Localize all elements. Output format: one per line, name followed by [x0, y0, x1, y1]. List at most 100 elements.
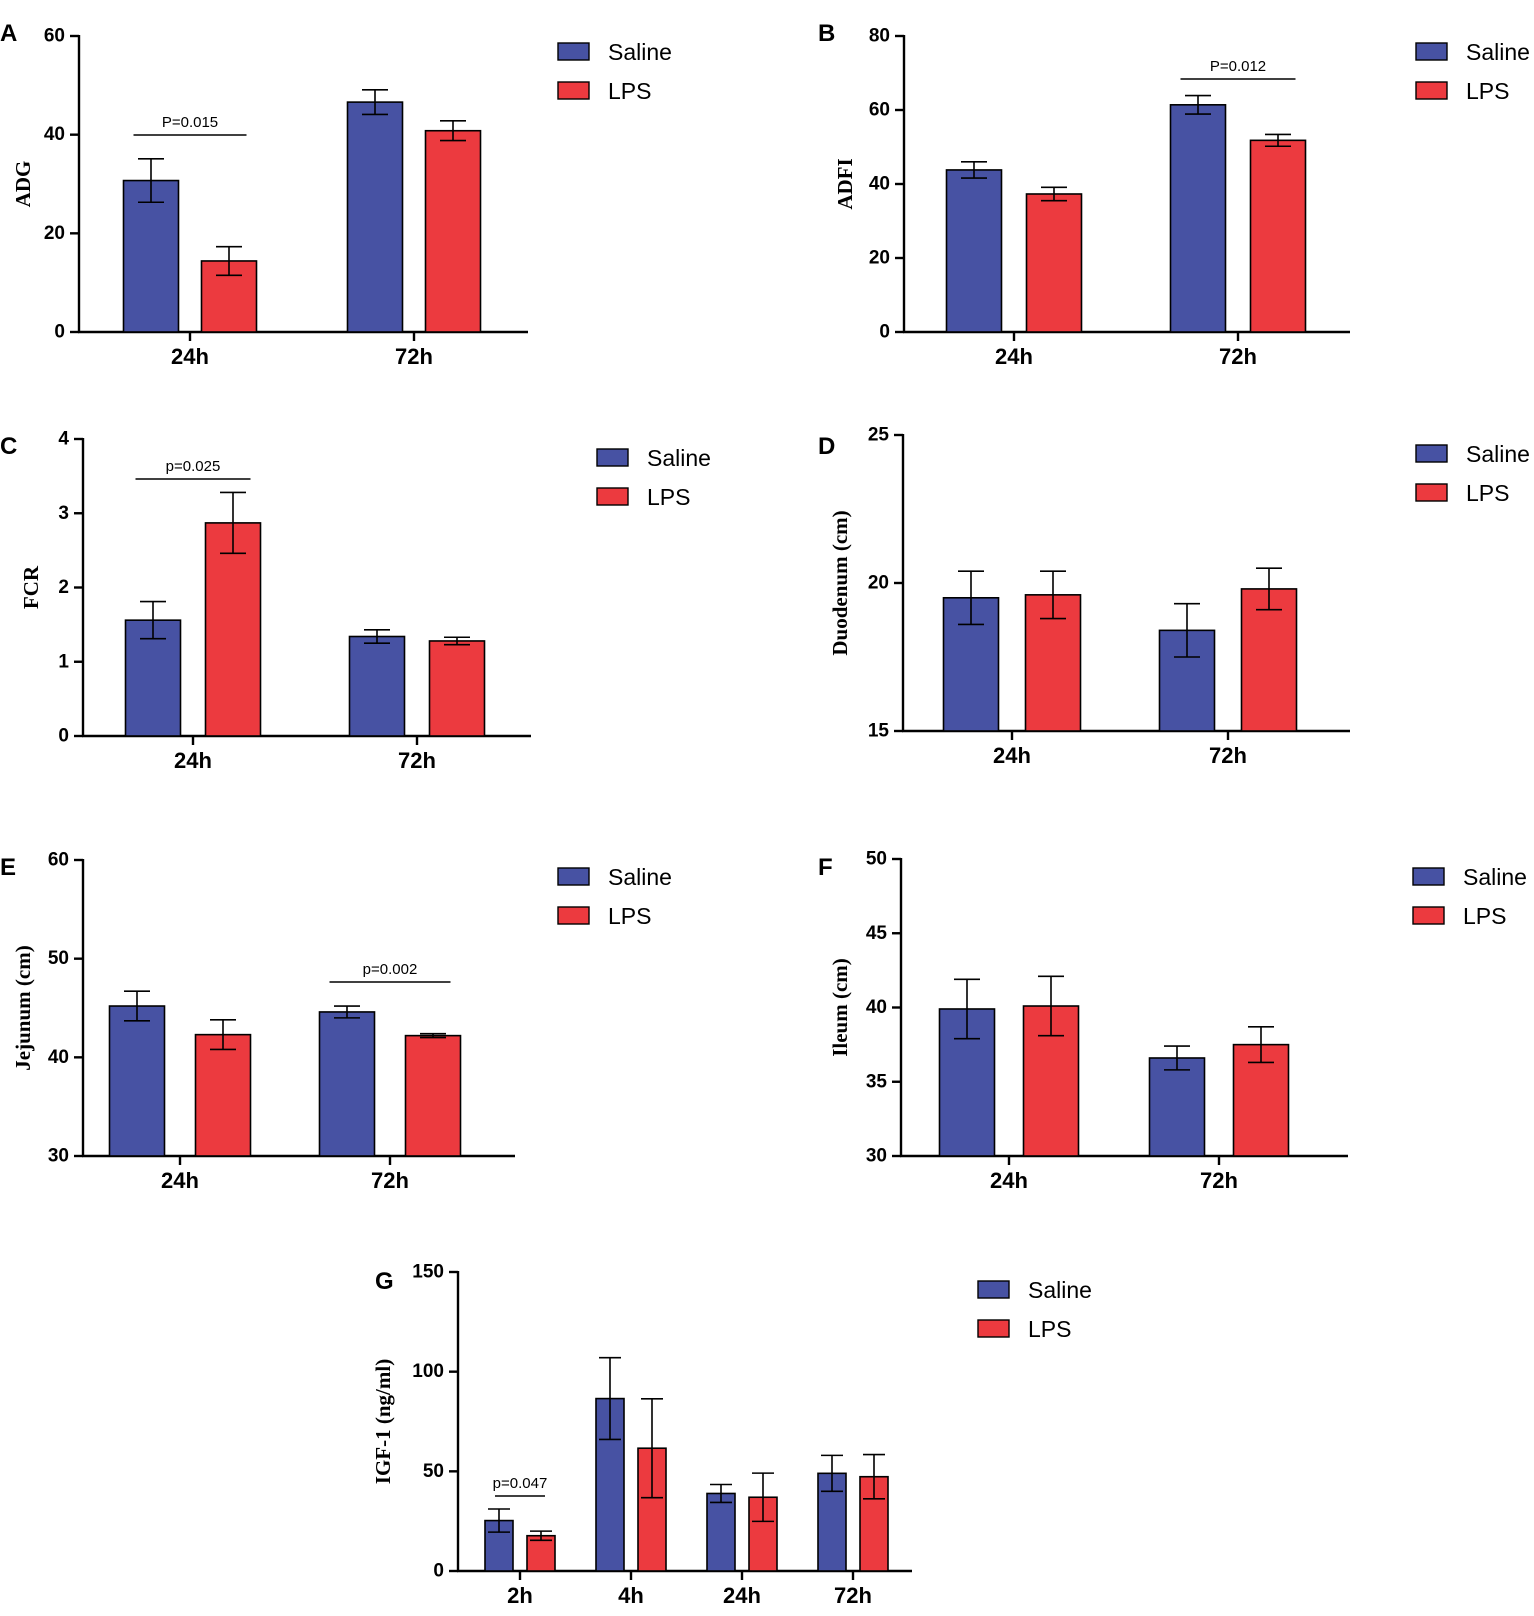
legend-swatch-lps: [596, 487, 629, 506]
x-tick-label: 24h: [990, 1168, 1028, 1193]
error-bar: [1185, 94, 1211, 115]
y-tick-label: 80: [869, 26, 890, 47]
panel-e: E Jejunum (cm) 30 40 50 60 24h 72h p=0.002 Saline…: [0, 850, 672, 1194]
legend-swatch-saline: [596, 448, 629, 467]
error-bar: [1040, 570, 1066, 620]
legend: Saline LPS: [1412, 864, 1527, 929]
legend-label-saline: Saline: [608, 864, 672, 890]
error-bar: [954, 978, 980, 1040]
legend-swatch-saline: [1415, 444, 1448, 463]
error-bar: [420, 1032, 446, 1039]
y-tick-label: 50: [866, 849, 887, 870]
panel-a: A ADG 0 20 40 60 24h 72h P=0.015 Saline LPS: [0, 20, 672, 369]
legend: Saline LPS: [1415, 39, 1530, 104]
legend-label-lps: LPS: [1466, 78, 1509, 104]
y-tick-label: 0: [54, 322, 65, 343]
y-tick-label: 20: [868, 573, 889, 594]
y-tick-label: 30: [48, 1146, 69, 1167]
y-tick-label: 15: [868, 721, 890, 742]
bar-saline-72h: [1169, 104, 1227, 333]
y-tick-label: 40: [44, 124, 65, 145]
y-tick-label: 40: [869, 174, 890, 195]
p-value-label: P=0.012: [1210, 58, 1266, 75]
bar-lps-24h: [194, 1033, 252, 1157]
p-value-label: P=0.015: [162, 114, 218, 131]
legend: Saline LPS: [596, 445, 711, 510]
x-tick-label: 24h: [723, 1583, 761, 1608]
legend-label-lps: LPS: [1463, 903, 1506, 929]
legend: Saline LPS: [1415, 441, 1530, 506]
legend: Saline LPS: [557, 39, 672, 104]
y-tick-label: 0: [879, 322, 890, 343]
bar-lps-72h: [404, 1034, 462, 1157]
error-bar: [961, 161, 987, 179]
panel-letter: G: [375, 1268, 394, 1295]
y-tick-label: 25: [868, 425, 890, 446]
legend-swatch-lps: [977, 1319, 1010, 1338]
y-tick-label: 45: [866, 923, 888, 944]
x-tick-label: 72h: [395, 344, 433, 369]
error-bar: [334, 1005, 360, 1019]
legend-label-lps: LPS: [647, 484, 690, 510]
error-bar: [444, 636, 470, 646]
bar-lps-72h: [1249, 139, 1307, 333]
x-tick-label: 72h: [834, 1583, 872, 1608]
panel-letter: F: [818, 854, 833, 881]
x-tick-label: 24h: [171, 344, 209, 369]
legend-swatch-saline: [557, 867, 590, 886]
x-tick-label: 72h: [371, 1168, 409, 1193]
x-tick-label: 2h: [507, 1583, 533, 1608]
error-bar: [364, 629, 390, 644]
y-tick-label: 35: [866, 1071, 888, 1092]
p-value-label: p=0.025: [166, 458, 221, 475]
panel-letter: B: [818, 20, 835, 47]
legend-swatch-lps: [1415, 81, 1448, 100]
legend-label-lps: LPS: [1466, 480, 1509, 506]
legend-swatch-saline: [1412, 867, 1445, 886]
panel-letter: D: [818, 433, 835, 460]
y-tick-label: 60: [48, 850, 69, 871]
error-bar: [599, 1356, 621, 1441]
error-bar: [220, 491, 246, 555]
p-value-label: p=0.002: [363, 961, 418, 978]
bar-saline-24h: [108, 1005, 166, 1157]
y-tick-label: 2: [58, 577, 69, 598]
bar-lps-24h: [204, 522, 262, 737]
error-bar: [1038, 975, 1064, 1037]
y-axis-label: FCR: [19, 565, 43, 609]
legend-swatch-saline: [557, 42, 590, 61]
p-value-label: p=0.047: [493, 1475, 548, 1492]
panel-letter: C: [0, 433, 17, 460]
bar-saline-24h: [945, 169, 1003, 333]
x-tick-label: 24h: [993, 743, 1031, 768]
error-bar: [710, 1483, 732, 1504]
legend-label-saline: Saline: [1028, 1277, 1092, 1303]
error-bar: [1248, 1026, 1274, 1064]
x-tick-label: 72h: [1209, 743, 1247, 768]
error-bar: [821, 1454, 843, 1493]
y-tick-label: 20: [869, 248, 890, 269]
error-bar: [1265, 133, 1291, 148]
bar-saline-72h: [318, 1011, 376, 1157]
legend-label-lps: LPS: [608, 903, 651, 929]
panel-c: C FCR 0 1 2 3 4 24h 72h p=0.025 Saline LPS: [0, 429, 711, 774]
bar-lps-72h: [428, 640, 486, 737]
error-bar: [440, 120, 466, 142]
panel-d: D Duodenum (cm) 15 20 25 24h 72h Saline LPS: [818, 425, 1530, 769]
y-tick-label: 4: [58, 429, 69, 450]
y-tick-label: 0: [58, 726, 69, 747]
bar-saline-24h: [122, 179, 180, 333]
bar-lps-72h: [1240, 588, 1298, 732]
legend-label-saline: Saline: [1466, 39, 1530, 65]
error-bar: [752, 1472, 774, 1523]
y-axis-label: ADG: [11, 161, 35, 208]
y-axis-label: Jejunum (cm): [11, 945, 35, 1070]
error-bar: [1256, 567, 1282, 611]
y-tick-label: 50: [48, 948, 69, 969]
legend-label-lps: LPS: [608, 78, 651, 104]
error-bar: [863, 1453, 885, 1500]
legend-swatch-saline: [1415, 42, 1448, 61]
legend-label-saline: Saline: [1463, 864, 1527, 890]
error-bar: [362, 88, 388, 116]
error-bar: [1164, 1045, 1190, 1071]
